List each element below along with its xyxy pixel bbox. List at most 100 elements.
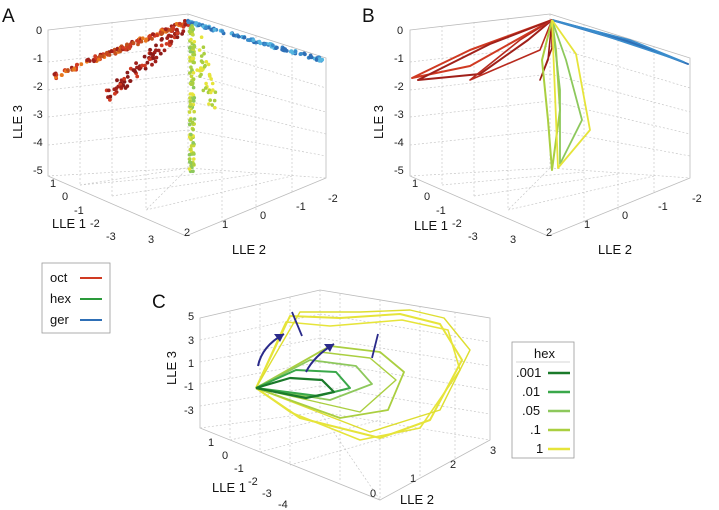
panel-c-x-ticks: 1 0 -1 -2 -3 -4 xyxy=(208,437,288,510)
hex-point xyxy=(208,98,212,102)
hex-point xyxy=(190,56,194,61)
ger-point xyxy=(251,38,256,43)
hex-point xyxy=(188,118,192,123)
c-xlabel: LLE 1 xyxy=(212,480,246,495)
hex-point xyxy=(213,105,217,110)
oct-point xyxy=(164,42,169,46)
oct-point xyxy=(125,42,129,47)
hex-point xyxy=(192,157,196,161)
hex-point xyxy=(190,32,195,37)
oct-point xyxy=(175,31,180,36)
hex-01-line xyxy=(255,369,351,397)
hex-point xyxy=(187,29,192,34)
hex-point xyxy=(212,98,217,103)
hex-point xyxy=(191,81,195,85)
panel-a-x-ticks: 1 0 -1 -2 -3 xyxy=(50,178,116,243)
hex-point xyxy=(187,152,192,157)
panel-c: C 5 3 1 -1 -3 1 0 -1 -2 xyxy=(152,289,496,510)
b-ztick: -2 xyxy=(394,81,404,93)
oct-point xyxy=(167,43,172,48)
hex-point xyxy=(192,44,197,49)
oct-point xyxy=(66,68,70,72)
legend-01-label: .01 xyxy=(522,384,540,399)
b-ytick: 0 xyxy=(622,210,628,222)
oct-point xyxy=(171,27,176,31)
ger-point xyxy=(231,33,236,38)
a-xtick: 1 xyxy=(50,178,56,190)
ger-point xyxy=(314,58,319,62)
a-ztick: -2 xyxy=(33,81,43,93)
hex-point xyxy=(191,77,196,81)
oct-point xyxy=(125,84,130,88)
ger-point xyxy=(220,29,225,34)
panel-b-label: B xyxy=(362,6,375,27)
oct-point xyxy=(137,40,142,44)
c-ztick: 5 xyxy=(188,311,194,323)
a-ytick: 1 xyxy=(222,219,228,231)
hex-point xyxy=(191,85,196,90)
hex-point xyxy=(204,86,208,90)
c-ytick: 1 xyxy=(410,473,416,485)
oct-point xyxy=(150,62,154,67)
c-xtick: 0 xyxy=(222,450,228,462)
hex-point xyxy=(187,157,192,161)
b-ylabel: LLE 2 xyxy=(598,242,632,257)
oct-point xyxy=(160,31,165,35)
c-xtick: -1 xyxy=(234,463,244,475)
panel-a-grid xyxy=(47,13,327,237)
hex-point xyxy=(198,74,202,78)
panel-c-z-ticks: 5 3 1 -1 -3 xyxy=(184,311,194,417)
hex-point xyxy=(201,88,206,93)
b-ztick: -5 xyxy=(394,165,404,177)
legend-one-label: 1 xyxy=(536,441,543,456)
oct-point xyxy=(158,51,163,56)
hex-point xyxy=(192,117,197,121)
hex-point xyxy=(199,59,204,63)
a-ytick: 2 xyxy=(184,227,190,239)
hex-point xyxy=(191,141,195,145)
ger-point xyxy=(317,58,322,63)
legend-ger-label: ger xyxy=(50,312,69,327)
ger-point xyxy=(257,39,262,44)
oct-point xyxy=(154,48,158,53)
hex-point xyxy=(201,45,206,49)
panel-b-x-ticks: 1 0 -1 -2 -3 xyxy=(412,178,478,243)
oct-point xyxy=(108,98,112,102)
oct-point xyxy=(183,22,188,27)
a-ytick: 3 xyxy=(148,234,154,246)
hex-point xyxy=(192,96,197,100)
a-ztick: -4 xyxy=(33,137,43,149)
oct-point xyxy=(186,23,191,27)
hex-point xyxy=(210,103,214,107)
oct-point xyxy=(183,19,187,23)
hex-point xyxy=(188,102,193,107)
hex-point xyxy=(198,69,202,73)
oct-point xyxy=(172,35,177,40)
oct-point xyxy=(162,48,167,53)
oct-point xyxy=(143,66,148,71)
panel-a: A 0 -1 -2 -3 -4 -5 1 0 xyxy=(2,6,338,257)
c-ytick: 0 xyxy=(370,488,376,500)
hex-point xyxy=(204,81,208,86)
ger-point xyxy=(194,21,199,25)
a-ylabel: LLE 2 xyxy=(232,242,266,257)
oct-point xyxy=(140,63,145,68)
oct-point xyxy=(134,61,139,65)
hex-point xyxy=(209,90,213,95)
c-ztick: -1 xyxy=(184,381,194,393)
c-ztick: -3 xyxy=(184,405,194,417)
oct-point xyxy=(86,57,91,62)
oct-point xyxy=(125,70,130,75)
oct-point xyxy=(143,63,147,68)
legend-05-label: .05 xyxy=(522,403,540,418)
oct-point xyxy=(145,60,150,65)
marker-tick xyxy=(371,333,379,359)
hex-point xyxy=(190,25,195,30)
flow-arrow-head xyxy=(324,344,334,352)
b-zlabel: LLE 3 xyxy=(371,105,386,139)
panel-a-z-ticks: 0 -1 -2 -3 -4 -5 xyxy=(33,25,43,177)
ger-point xyxy=(270,43,275,48)
hex-point xyxy=(191,127,195,132)
oct-point xyxy=(92,59,96,64)
hex-point xyxy=(191,71,196,75)
